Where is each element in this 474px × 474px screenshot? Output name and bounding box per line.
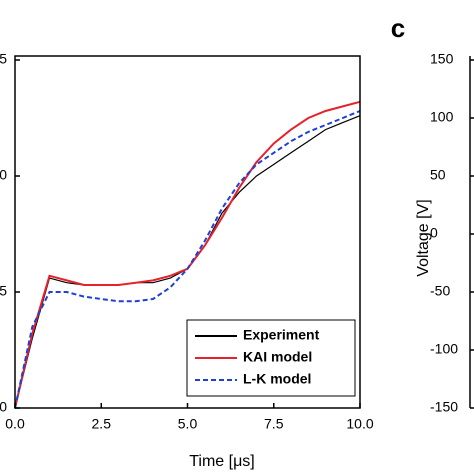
x-tick-label: 5.0 xyxy=(178,416,198,432)
y-tick-label: -150 xyxy=(430,399,458,415)
x-tick-label: 0.0 xyxy=(5,416,25,432)
x-tick-label: 7.5 xyxy=(264,416,284,432)
x-tick-label: 2.5 xyxy=(92,416,112,432)
legend-label: L-K model xyxy=(243,371,311,387)
x-tick-label: 10.0 xyxy=(346,416,373,432)
y-tick-label: 1.0 xyxy=(0,167,7,183)
y-tick-label: 1.5 xyxy=(0,51,7,67)
y-tick-label: 50 xyxy=(430,167,446,183)
y-tick-label: -50 xyxy=(430,283,450,299)
y-tick-label: 0 xyxy=(430,225,438,241)
y-axis-label: Voltage [V] xyxy=(415,199,432,276)
y-tick-label: 0.5 xyxy=(0,283,7,299)
series-line xyxy=(14,110,361,409)
y-tick-label: -100 xyxy=(430,341,458,357)
panel-label: c xyxy=(391,13,405,43)
y-tick-label: 100 xyxy=(430,109,454,125)
y-tick-label: 150 xyxy=(430,51,454,67)
legend-label: KAI model xyxy=(243,349,312,365)
legend-label: Experiment xyxy=(243,327,320,343)
y-tick-label: 0.0 xyxy=(0,399,7,415)
x-axis-label: Time [μs] xyxy=(189,453,255,470)
